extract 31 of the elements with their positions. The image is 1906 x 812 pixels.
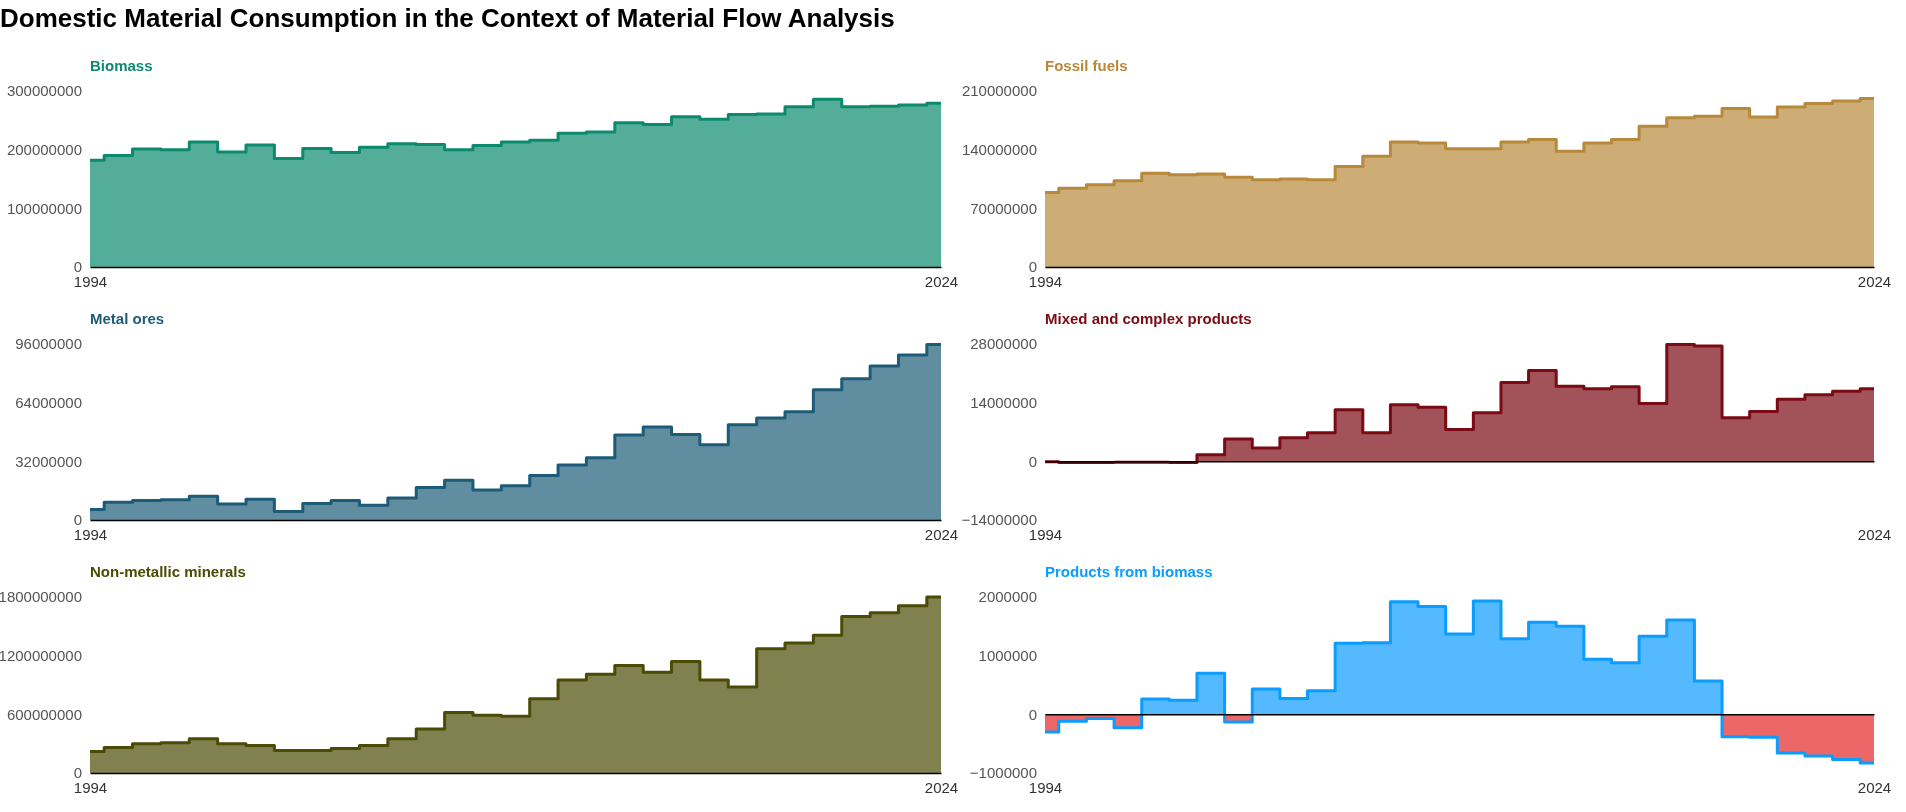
chart-title: Products from biomass <box>1045 563 1213 580</box>
y-tick-label: 300000000 <box>6 82 82 100</box>
x-tick-label: 2024 <box>1857 778 1892 796</box>
y-tick-label: 1200000000 <box>0 646 82 664</box>
chart-title: Mixed and complex products <box>1045 310 1252 327</box>
y-tick-label: 32000000 <box>15 452 82 470</box>
y-tick-label: 64000000 <box>15 393 82 411</box>
x-tick-label: 2024 <box>1857 272 1892 290</box>
text: Domestic Material Consumption in the Context of Material Flow Analysis <box>0 3 895 33</box>
y-tick-label: 210000000 <box>961 82 1037 100</box>
y-tick-label: 0 <box>1028 705 1037 723</box>
y-tick-label: 140000000 <box>961 140 1037 158</box>
y-tick-label: 0 <box>1028 452 1037 470</box>
y-tick-label: 70000000 <box>970 199 1037 217</box>
y-tick-label: 28000000 <box>970 335 1037 353</box>
y-tick-label: 600000000 <box>6 705 82 723</box>
y-tick-label: 2000000 <box>978 588 1037 606</box>
y-tick-label: 96000000 <box>15 335 82 353</box>
chart-title: Fossil fuels <box>1045 57 1128 74</box>
x-tick-label: 2024 <box>924 272 959 290</box>
x-tick-label: 2024 <box>924 525 959 543</box>
x-tick-label: 2024 <box>924 778 959 796</box>
y-tick-label: 200000000 <box>6 140 82 158</box>
chart-title: Metal ores <box>90 310 165 327</box>
y-tick-label: 14000000 <box>970 393 1037 411</box>
chart-title: Biomass <box>90 57 153 74</box>
y-tick-label: 100000000 <box>6 199 82 217</box>
y-tick-label: 1800000000 <box>0 588 82 606</box>
y-tick-label: 1000000 <box>978 646 1037 664</box>
x-tick-label: 2024 <box>1857 525 1892 543</box>
chart-title: Non-metallic minerals <box>90 563 246 580</box>
